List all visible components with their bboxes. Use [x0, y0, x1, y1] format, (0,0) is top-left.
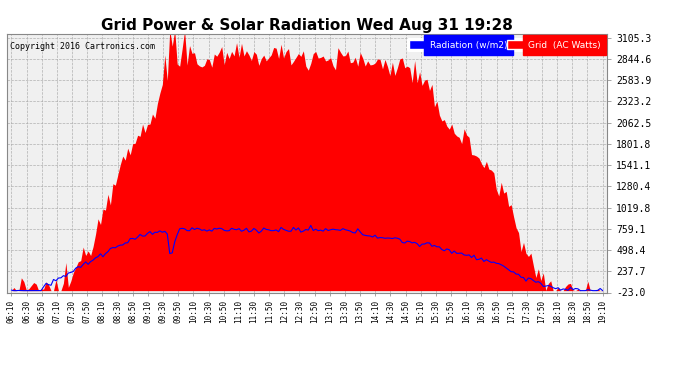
- Title: Grid Power & Solar Radiation Wed Aug 31 19:28: Grid Power & Solar Radiation Wed Aug 31 …: [101, 18, 513, 33]
- Legend: Radiation (w/m2), Grid  (AC Watts): Radiation (w/m2), Grid (AC Watts): [407, 38, 602, 51]
- Text: Copyright 2016 Cartronics.com: Copyright 2016 Cartronics.com: [10, 42, 155, 51]
